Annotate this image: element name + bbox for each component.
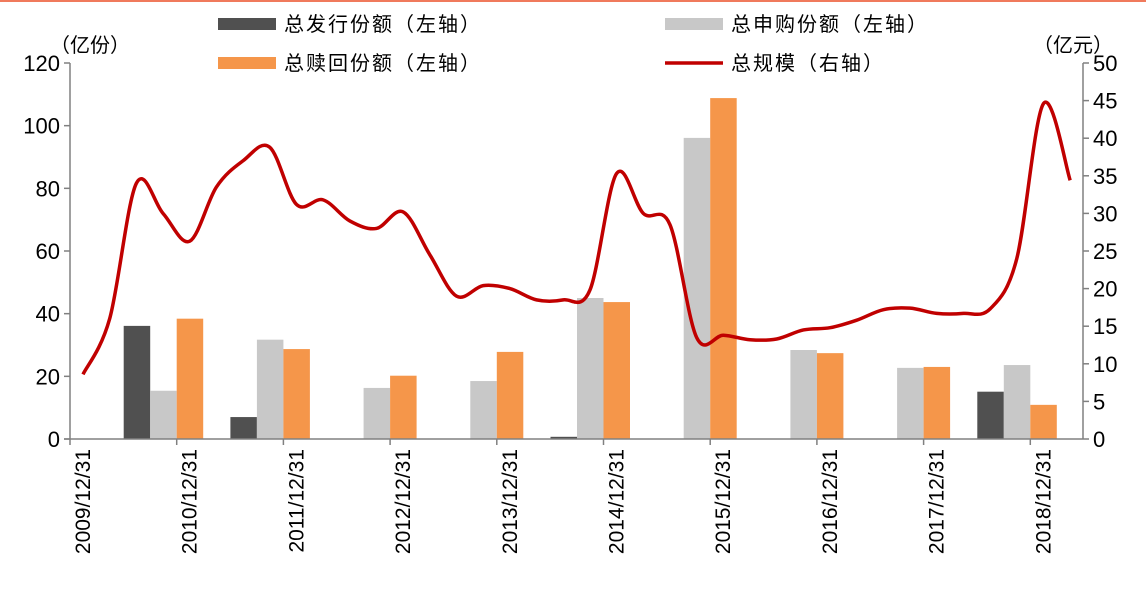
right-tick-label: 15 (1093, 314, 1117, 339)
line-total-scale (81, 100, 1072, 376)
right-tick-label: 35 (1093, 164, 1117, 189)
legend-label-total: 总规模（右轴） (731, 52, 885, 75)
right-tick-label: 0 (1093, 427, 1105, 452)
legend-label-subscribe: 总申购份额（左轴） (731, 13, 929, 36)
left-tick-label: 120 (23, 51, 60, 76)
x-tick-label: 2018/12/31 (1032, 449, 1055, 554)
bar-redeem (710, 98, 737, 440)
legend-swatch-redeem (218, 57, 276, 69)
bar-redeem (1030, 404, 1057, 439)
right-tick-label: 20 (1093, 277, 1117, 302)
bar-redeem (176, 318, 204, 439)
left-tick-label: 20 (36, 364, 60, 389)
top-border (0, 0, 1146, 2)
bar-issue (977, 391, 1004, 439)
bar-subscribe (1003, 365, 1031, 439)
left-tick-label: 0 (48, 427, 60, 452)
legend-label-issue: 总发行份额（左轴） (284, 13, 482, 36)
bar-subscribe (897, 367, 924, 439)
bar-redeem (816, 353, 844, 439)
x-tick-label: 2014/12/31 (606, 449, 629, 554)
right-tick-label: 50 (1093, 51, 1117, 76)
right-axis-unit: （亿元） (1033, 34, 1113, 57)
bar-subscribe (470, 381, 497, 439)
legend: 总发行份额（左轴） 总申购份额（左轴） 总赎回份额（左轴） 总规模（右轴） (218, 13, 929, 75)
bar-redeem (496, 351, 524, 439)
right-tick-label: 45 (1093, 89, 1117, 114)
x-tick-label: 2010/12/31 (179, 449, 202, 554)
right-tick-label: 25 (1093, 239, 1117, 264)
left-axis-unit: （亿份） (50, 34, 130, 57)
x-tick-label: 2013/12/31 (499, 449, 522, 554)
x-tick-label: 2012/12/31 (392, 449, 415, 554)
bar-redeem (603, 302, 630, 439)
legend-swatch-issue (218, 18, 276, 30)
bar-issue (123, 325, 151, 439)
left-tick-label: 60 (36, 239, 60, 264)
bar-redeem (923, 366, 951, 439)
right-tick-label: 10 (1093, 352, 1117, 377)
right-tick-label: 5 (1093, 389, 1105, 414)
right-tick-label: 30 (1093, 201, 1117, 226)
line-points (83, 104, 1070, 375)
bar-redeem (283, 349, 310, 439)
x-tick-label: 2017/12/31 (926, 449, 949, 554)
legend-swatch-subscribe (665, 18, 723, 30)
left-tick-label: 100 (23, 114, 60, 139)
right-tick-label: 40 (1093, 126, 1117, 151)
bar-redeem (390, 375, 417, 439)
left-tick-label: 40 (36, 302, 60, 327)
x-tick-label: 2015/12/31 (712, 449, 735, 554)
bar-subscribe (790, 350, 817, 439)
bar-issue (230, 417, 257, 439)
bar-subscribe (363, 387, 391, 439)
legend-label-redeem: 总赎回份额（左轴） (284, 52, 482, 75)
x-tick-label: 2009/12/31 (72, 449, 95, 554)
bar-subscribe (577, 298, 604, 439)
x-tick-label: 2011/12/31 (285, 449, 308, 553)
x-tick-label: 2016/12/31 (819, 449, 842, 554)
bar-subscribe (256, 339, 284, 439)
bar-issue (550, 436, 577, 439)
left-tick-label: 80 (36, 176, 60, 201)
bar-subscribe (150, 390, 177, 439)
bar-subscribe (683, 137, 711, 440)
